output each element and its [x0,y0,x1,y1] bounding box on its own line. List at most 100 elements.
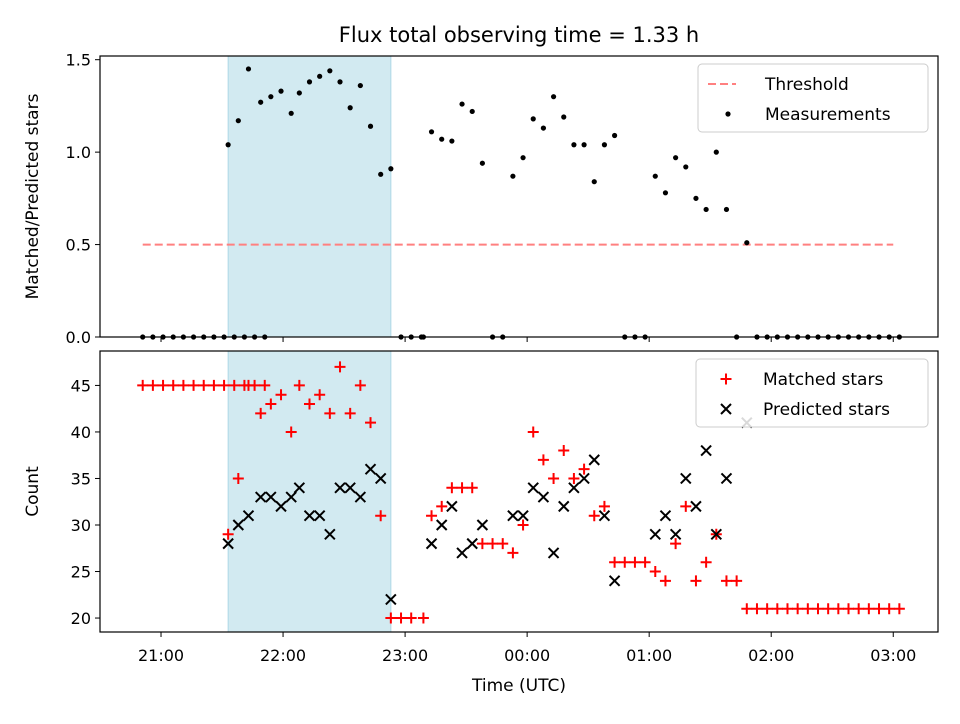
data-point [258,99,264,105]
x-tick-label: 23:00 [382,646,428,665]
data-point [673,155,679,161]
data-point [598,509,611,522]
data-point [792,603,804,615]
data-point [591,179,597,185]
x-tick-label: 22:00 [260,646,306,665]
data-point [649,528,661,541]
data-point [405,612,417,624]
data-point [449,138,455,144]
data-point [347,105,353,111]
data-point [137,379,149,391]
x-tick-label: 03:00 [870,646,916,665]
data-point [761,603,773,615]
data-point [296,90,302,96]
data-point [487,538,499,550]
data-point [275,389,287,401]
data-point [466,537,478,550]
data-point [520,155,526,161]
data-point [741,603,753,615]
y-tick-label: 45 [71,376,91,395]
data-point [629,556,641,568]
data-point [255,407,267,419]
data-point [436,519,448,531]
data-point [177,379,189,391]
data-point [581,142,587,148]
data-point [479,160,485,166]
legend: Threshold Measurements [697,63,929,133]
data-point [598,500,610,512]
data-point [469,108,475,115]
data-point [337,79,343,85]
data-point [285,491,297,503]
data-point [459,101,465,107]
data-point [222,528,234,540]
data-point [700,556,712,568]
data-point [235,118,241,124]
legend-matched-swatch [720,373,732,385]
data-point [304,398,315,410]
axes-frame [99,55,939,338]
data-point [659,575,671,587]
data-point [268,94,274,100]
data-point [568,482,580,494]
data-point [293,379,305,391]
data-point [744,240,750,246]
data-point [232,519,245,531]
legend-box [697,63,929,133]
data-point [306,79,313,85]
data-point [439,136,445,142]
data-point [344,482,356,494]
data-point [683,164,689,170]
legend-label: Predicted stars [763,400,890,420]
data-point [395,612,407,624]
data-point [723,206,730,213]
data-point [446,482,458,494]
data-point [313,509,326,522]
data-point [659,509,672,522]
data-point [188,379,200,391]
data-point [303,509,316,522]
data-point [693,195,699,201]
highlight-span [227,55,392,338]
data-point [367,123,374,129]
y-axis-label: Count [23,466,43,517]
data-point [609,556,621,568]
data-point [550,94,557,100]
data-point [720,472,733,485]
data-point [324,407,336,419]
series-measurements [140,66,902,340]
data-point [558,500,570,513]
data-point [354,379,366,391]
data-point [232,472,244,484]
legend-label: Matched stars [763,370,883,390]
data-point [327,68,333,74]
data-point [357,82,363,89]
data-point [802,603,814,615]
x-axis-label: Time (UTC) [471,676,566,696]
data-point [285,426,297,438]
data-point [198,379,210,391]
legend: Matched stars Predicted stars [695,358,929,428]
data-point [639,556,651,568]
data-point [720,575,732,587]
data-point [588,510,600,522]
data-point [436,500,448,512]
data-point [713,149,719,155]
plots: 0.0 0.5 1.0 1.5 Matched/Predicted stars Thres… [23,51,939,665]
data-point [507,509,519,522]
data-point [157,379,169,391]
x-tick-label: 00:00 [504,646,550,665]
data-point [428,129,435,135]
data-point [364,463,377,475]
data-point [259,379,271,391]
data-point [242,509,255,522]
data-point [275,500,287,513]
data-point [293,482,306,494]
data-point [893,603,905,615]
data-point [751,603,763,615]
data-point [537,491,550,503]
data-point [218,379,230,391]
y-tick-label: 0.5 [66,236,91,255]
data-point [578,463,590,475]
data-point [781,603,793,615]
